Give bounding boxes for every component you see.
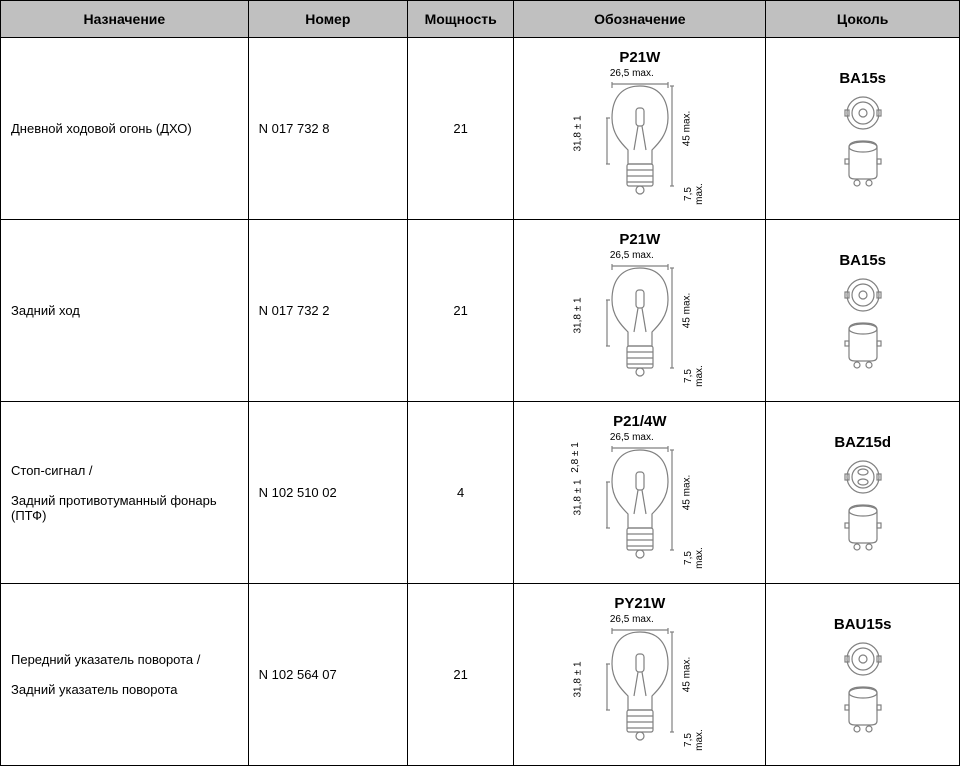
dim-filament-height: 31,8 ± 1 xyxy=(572,479,583,515)
cell-назначение: Передний указатель поворота / Задний ука… xyxy=(1,584,249,766)
base-label: BA15s xyxy=(772,252,953,269)
table-row: Стоп-сигнал / Задний противотуманный фон… xyxy=(1,402,960,584)
dim-filament-height: 31,8 ± 1 xyxy=(572,115,583,151)
cell-мощность: 4 xyxy=(407,402,513,584)
bulb-diagram-icon xyxy=(600,442,680,562)
dim-filament-height: 31,8 ± 1 xyxy=(572,297,583,333)
cell-номер: N 102 564 07 xyxy=(248,584,407,766)
header-цоколь: Цоколь xyxy=(766,1,960,38)
table-row: Дневной ходовой огонь (ДХО)N 017 732 821… xyxy=(1,38,960,220)
socket-top-icon xyxy=(843,93,883,133)
cell-номер: N 017 732 2 xyxy=(248,220,407,402)
bulb-diagram-icon xyxy=(600,78,680,198)
dim-base-height: 7,5 max. xyxy=(683,729,705,751)
cell-назначение: Задний ход xyxy=(1,220,249,402)
dim-base-height: 7,5 max. xyxy=(683,547,705,569)
header-номер: Номер xyxy=(248,1,407,38)
socket-side-icon xyxy=(843,503,883,551)
dim-base-height: 7,5 max. xyxy=(683,183,705,205)
cell-мощность: 21 xyxy=(407,220,513,402)
cell-мощность: 21 xyxy=(407,584,513,766)
table-row: Передний указатель поворота / Задний ука… xyxy=(1,584,960,766)
cell-цоколь: BA15s xyxy=(766,38,960,220)
dim-total-height: 45 max. xyxy=(682,475,693,511)
cell-мощность: 21 xyxy=(407,38,513,220)
cell-обозначение: P21/4W 26,5 max. 2,8 ± 1 31,8 ± 1 45 max… xyxy=(514,402,766,584)
socket-top-icon xyxy=(843,457,883,497)
cell-цоколь: BAU15s xyxy=(766,584,960,766)
designation-label: P21W xyxy=(520,49,759,66)
base-label: BAZ15d xyxy=(772,434,953,451)
cell-обозначение: PY21W 26,5 max. 31,8 ± 1 45 max. 7,5 max… xyxy=(514,584,766,766)
header-мощность: Мощность xyxy=(407,1,513,38)
socket-top-icon xyxy=(843,275,883,315)
designation-label: P21/4W xyxy=(520,413,759,430)
socket-top-icon xyxy=(843,639,883,679)
designation-label: PY21W xyxy=(520,595,759,612)
cell-назначение: Стоп-сигнал / Задний противотуманный фон… xyxy=(1,402,249,584)
bulb-diagram-icon xyxy=(600,260,680,380)
table-row: Задний ходN 017 732 221 P21W 26,5 max. 3… xyxy=(1,220,960,402)
cell-цоколь: BAZ15d xyxy=(766,402,960,584)
socket-side-icon xyxy=(843,685,883,733)
bulb-spec-table: Назначение Номер Мощность Обозначение Цо… xyxy=(0,0,960,766)
dim-total-height: 45 max. xyxy=(682,111,693,147)
dim-base-height: 7,5 max. xyxy=(683,365,705,387)
cell-номер: N 017 732 8 xyxy=(248,38,407,220)
header-обозначение: Обозначение xyxy=(514,1,766,38)
header-назначение: Назначение xyxy=(1,1,249,38)
cell-цоколь: BA15s xyxy=(766,220,960,402)
socket-side-icon xyxy=(843,139,883,187)
dim-filament-height: 31,8 ± 1 xyxy=(572,661,583,697)
bulb-diagram-icon xyxy=(600,624,680,744)
designation-label: P21W xyxy=(520,231,759,248)
cell-номер: N 102 510 02 xyxy=(248,402,407,584)
cell-обозначение: P21W 26,5 max. 31,8 ± 1 45 max. 7,5 max. xyxy=(514,38,766,220)
socket-side-icon xyxy=(843,321,883,369)
dim-total-height: 45 max. xyxy=(682,657,693,693)
header-row: Назначение Номер Мощность Обозначение Цо… xyxy=(1,1,960,38)
dim-offset: 2,8 ± 1 xyxy=(570,442,581,473)
dim-total-height: 45 max. xyxy=(682,293,693,329)
base-label: BA15s xyxy=(772,70,953,87)
cell-назначение: Дневной ходовой огонь (ДХО) xyxy=(1,38,249,220)
cell-обозначение: P21W 26,5 max. 31,8 ± 1 45 max. 7,5 max. xyxy=(514,220,766,402)
base-label: BAU15s xyxy=(772,616,953,633)
